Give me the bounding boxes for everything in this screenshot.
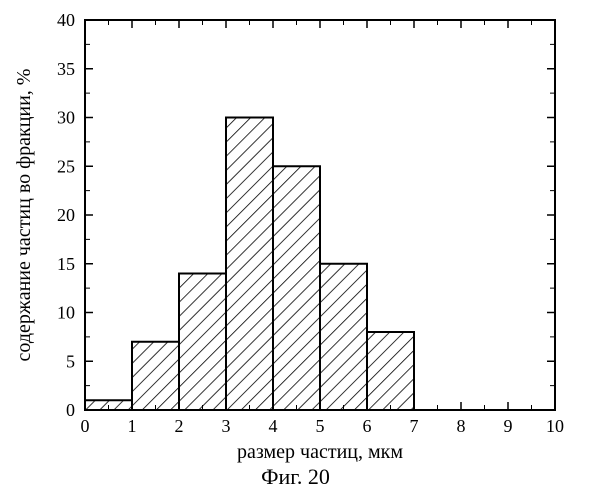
x-tick-label: 6 [363, 416, 372, 436]
histogram-bar [273, 166, 320, 410]
x-tick-label: 9 [504, 416, 513, 436]
x-tick-label: 5 [316, 416, 325, 436]
x-tick-label: 2 [175, 416, 184, 436]
x-tick-label: 4 [269, 416, 278, 436]
y-tick-label: 5 [66, 351, 75, 371]
y-tick-label: 20 [57, 205, 75, 225]
y-tick-label: 0 [66, 400, 75, 420]
x-tick-label: 0 [81, 416, 90, 436]
x-tick-label: 10 [546, 416, 564, 436]
y-tick-label: 35 [57, 59, 75, 79]
histogram-bar [226, 118, 273, 411]
histogram-bar [132, 342, 179, 410]
x-tick-label: 1 [128, 416, 137, 436]
y-tick-label: 15 [57, 254, 75, 274]
y-tick-label: 30 [57, 108, 75, 128]
y-tick-label: 10 [57, 303, 75, 323]
y-axis-label: содержание частиц во фракции, % [13, 69, 35, 362]
x-tick-label: 3 [222, 416, 231, 436]
chart-svg: 0 1 2 3 4 5 6 7 8 9 10 0 5 10 15 20 25 30 35 40 размер части… [0, 0, 591, 500]
histogram-bar [320, 264, 367, 410]
y-tick-label: 25 [57, 156, 75, 176]
histogram-bar [367, 332, 414, 410]
x-tick-label: 7 [410, 416, 419, 436]
x-axis-label: размер частиц, мкм [237, 441, 403, 463]
y-tick-label: 40 [57, 10, 75, 30]
histogram-figure: 0 1 2 3 4 5 6 7 8 9 10 0 5 10 15 20 25 30 35 40 размер части… [0, 0, 591, 500]
histogram-bar [179, 274, 226, 411]
figure-caption: Фиг. 20 [0, 464, 591, 490]
x-tick-label: 8 [457, 416, 466, 436]
